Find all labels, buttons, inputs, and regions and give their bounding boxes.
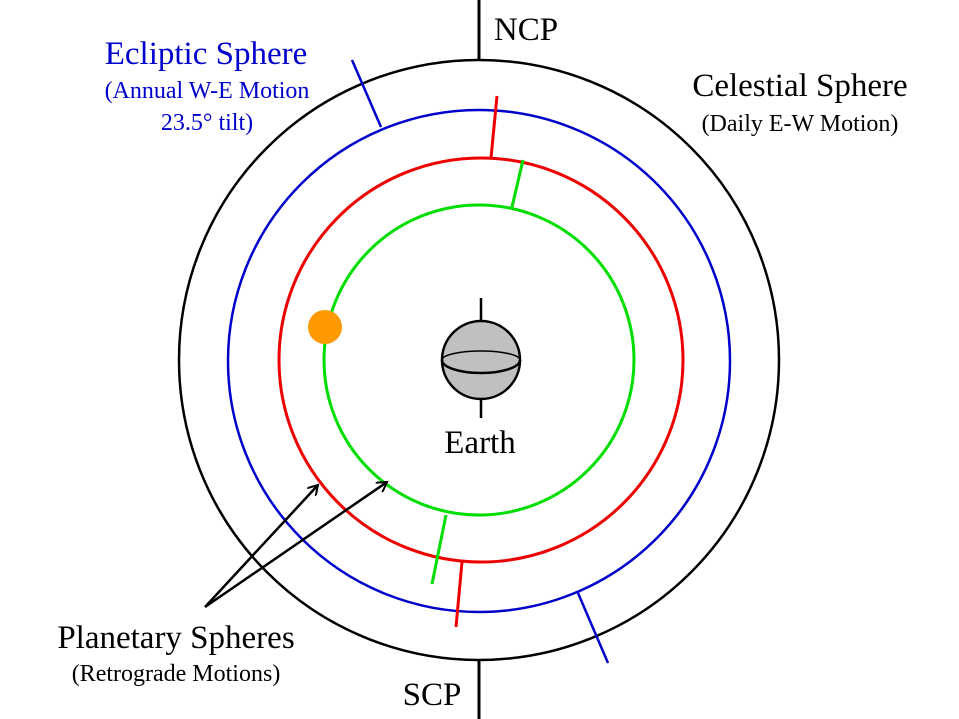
arrow-to-outer-sphere (204, 485, 318, 608)
planetary-subtitle: (Retrograde Motions) (72, 661, 281, 687)
ecliptic-subtitle-1: (Annual W-E Motion (105, 78, 310, 104)
ecliptic-axis-bottom (576, 592, 610, 664)
scp-label: SCP (403, 677, 462, 713)
inner-planetary-axis-top (510, 159, 525, 208)
outer-planetary-sphere (277, 156, 685, 564)
earth-label: Earth (444, 425, 516, 461)
sun (308, 310, 342, 344)
arrow-to-inner-sphere (204, 482, 387, 609)
earth-icon (440, 298, 522, 418)
ecliptic-sphere (226, 108, 732, 614)
ecliptic-axis-top (350, 59, 383, 128)
ecliptic-title: Ecliptic Sphere (105, 36, 308, 72)
outer-planetary-axis-bottom (454, 561, 464, 628)
inner-planetary-axis-bottom (430, 514, 448, 585)
celestial-title: Celestial Sphere (692, 68, 907, 104)
outer-planetary-axis-top (489, 95, 499, 159)
ecliptic-subtitle-2: 23.5° tilt) (161, 110, 253, 136)
celestial-sphere (177, 58, 781, 662)
ncp-label: NCP (494, 12, 558, 48)
planetary-title: Planetary Spheres (57, 620, 294, 656)
inner-planetary-sphere (322, 203, 636, 517)
celestial-subtitle: (Daily E-W Motion) (702, 111, 899, 137)
